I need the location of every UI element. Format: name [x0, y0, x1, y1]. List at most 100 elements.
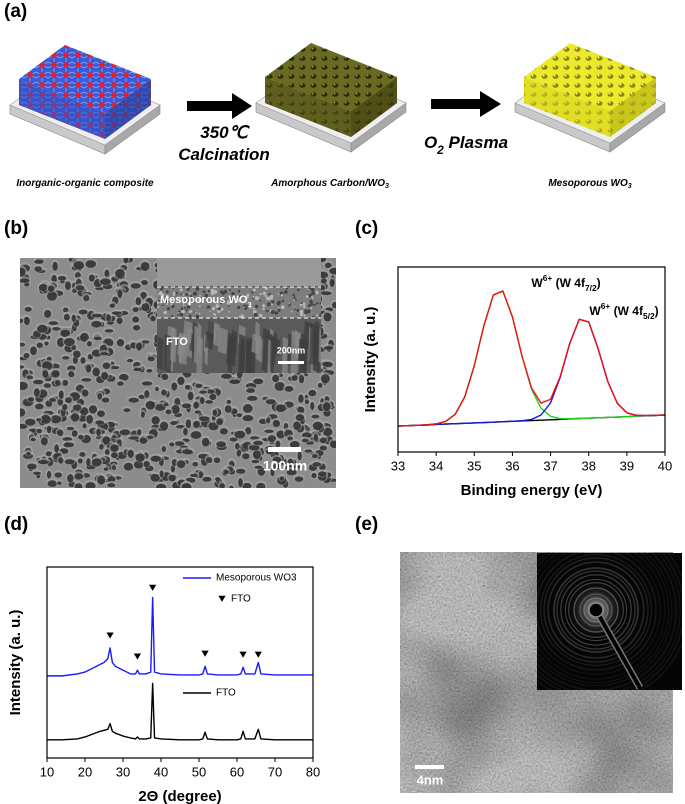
pore [229, 379, 241, 384]
pore [100, 278, 111, 286]
pore [74, 483, 83, 488]
pore [49, 398, 56, 402]
layer-grain [204, 293, 209, 298]
pore [62, 307, 69, 313]
layer-grain [159, 301, 161, 304]
pore [275, 404, 287, 413]
panel-label: (b) [4, 218, 28, 239]
layer-grain [211, 306, 216, 311]
layer-grain [296, 313, 298, 315]
layer-grain [195, 314, 200, 319]
pore [319, 437, 327, 444]
ring [543, 557, 649, 663]
pore [252, 450, 261, 460]
pore [111, 365, 120, 370]
layer-grain [262, 291, 267, 295]
layer-grain [237, 306, 241, 310]
pore [71, 430, 78, 437]
pore [163, 402, 169, 407]
layer-grain [266, 309, 269, 313]
layer-grain [307, 288, 309, 291]
pore [116, 317, 123, 325]
pore [319, 445, 328, 451]
pore [117, 381, 124, 386]
layer-grain [172, 287, 175, 289]
pore [38, 283, 48, 292]
layer-grain [223, 289, 228, 294]
panel-label: (c) [355, 218, 378, 239]
pore [46, 356, 52, 361]
layer-grain [243, 299, 246, 302]
layer-grain [245, 304, 250, 308]
pore [62, 356, 70, 360]
ring [553, 567, 639, 653]
pore [57, 429, 64, 437]
pore [93, 336, 102, 341]
layer-grain [254, 304, 259, 309]
layer-grain [284, 290, 288, 294]
pore [161, 373, 169, 381]
pore [71, 314, 76, 322]
ring [537, 553, 666, 680]
pore [287, 458, 294, 468]
text-part: W [531, 276, 543, 290]
layer-grain [185, 309, 188, 312]
layer-grain [190, 295, 193, 298]
pore [236, 413, 243, 418]
pore [304, 399, 310, 404]
pore [46, 291, 57, 301]
fto-grain [217, 327, 228, 355]
pore [208, 422, 219, 431]
pore [141, 381, 153, 386]
pore [130, 283, 141, 289]
layer-grain [228, 300, 230, 303]
pore [101, 371, 109, 380]
pore [54, 472, 63, 478]
saed-inset [537, 553, 682, 690]
layer-grain [310, 295, 314, 299]
pore [141, 303, 150, 312]
pore [159, 470, 164, 478]
y-axis-label: Intensity (a. u.) [362, 307, 379, 413]
pore [46, 470, 52, 479]
pore [88, 274, 95, 282]
pore [32, 379, 44, 385]
pore [291, 375, 298, 381]
arrow [187, 93, 252, 119]
pore [329, 440, 336, 449]
x-axis-label: 2Θ (degree) [138, 788, 221, 804]
pore [88, 405, 98, 414]
pore [123, 462, 134, 471]
pore [298, 394, 304, 403]
layer-grain [161, 304, 164, 307]
pore [270, 468, 275, 477]
charts: (c) 33 34 35 36 37 38 39 40 Binding energy (eV) In… [4, 218, 672, 804]
layer-grain [294, 308, 296, 311]
layer-grain [262, 308, 265, 311]
pore [58, 390, 64, 400]
layer-grain [302, 302, 306, 306]
data-line [397, 290, 666, 427]
pore [322, 402, 331, 412]
pore [70, 413, 80, 422]
layer-grain [184, 307, 186, 309]
pore [128, 397, 139, 403]
step-label: Calcination [178, 145, 270, 164]
pore [118, 373, 129, 381]
pore [265, 399, 276, 405]
pore [86, 458, 91, 467]
pore [46, 425, 52, 434]
pore [85, 482, 96, 488]
pore [68, 371, 75, 378]
layer-grain [289, 303, 292, 305]
pore [169, 442, 175, 447]
layer-grain [228, 310, 230, 313]
pore [20, 408, 26, 417]
pore [310, 402, 315, 411]
layer-grain [276, 302, 281, 306]
ring [547, 561, 645, 659]
pore [289, 440, 300, 448]
pore [99, 444, 104, 450]
pore [272, 419, 281, 428]
layer-grain [176, 292, 179, 295]
